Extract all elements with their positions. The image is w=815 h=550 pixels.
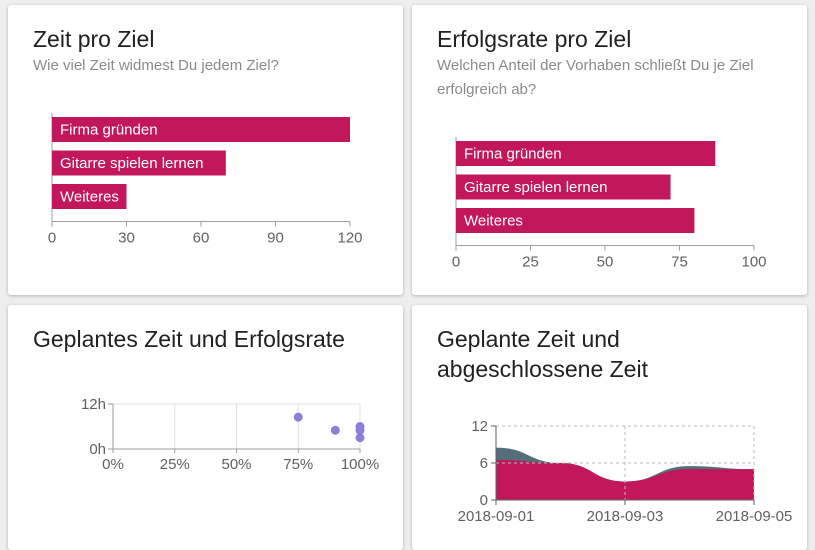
x-tick-label: 60 <box>193 230 210 247</box>
area-series <box>496 459 754 500</box>
x-tick-label: 2018-09-05 <box>716 508 793 525</box>
x-tick-label: 100% <box>341 456 379 473</box>
bar <box>456 208 695 233</box>
x-tick-label: 0 <box>452 254 460 271</box>
x-tick-label: 75% <box>283 456 313 473</box>
x-tick-label: 30 <box>118 230 135 247</box>
bar <box>52 184 127 209</box>
x-tick-label: 50 <box>597 254 614 271</box>
x-tick-label: 25 <box>522 254 539 271</box>
x-tick-label: 120 <box>337 230 362 247</box>
card-subtitle: Welchen Anteil der Vorhaben schließt Du … <box>437 57 754 98</box>
card-title: Geplantes Zeit und Erfolgsrate <box>33 326 345 352</box>
card-title: Geplante Zeit und abgeschlossene Zeit <box>437 326 648 382</box>
scatter-point <box>355 433 365 443</box>
card-title: Erfolgsrate pro Ziel <box>437 26 632 52</box>
bar <box>52 150 226 176</box>
card-planned-time-success: Geplantes Zeit und Erfolgsrate 0% 25% 50% 7… <box>8 305 403 550</box>
bar <box>52 117 350 142</box>
card-title: Zeit pro Ziel <box>33 26 155 52</box>
planned-vs-completed-chart: 0 6 12 2018-09-01 2018-09-03 2018-09-05 <box>458 418 793 525</box>
y-tick-label: 0h <box>89 441 106 458</box>
card-planned-vs-completed: Geplante Zeit und abgeschlossene Zeit 0 6… <box>412 305 807 550</box>
scatter-point <box>293 412 303 422</box>
x-tick-label: 0% <box>102 456 124 473</box>
time-per-goal-chart: Firma gründen Gitarre spielen lernen Weite… <box>48 113 363 247</box>
y-tick-label: 6 <box>480 455 488 472</box>
bar-label: Weiteres <box>60 189 119 206</box>
card-subtitle: Wie viel Zeit widmest Du jedem Ziel? <box>33 57 279 74</box>
x-tick-label: 25% <box>160 456 190 473</box>
x-tick-label: 0 <box>48 230 56 247</box>
bar-label: Firma gründen <box>60 122 158 139</box>
bar <box>456 141 716 166</box>
card-success-rate: Erfolgsrate pro Ziel Welchen Anteil der … <box>412 5 807 295</box>
x-tick-label: 75 <box>671 254 688 271</box>
scatter-point <box>355 425 365 435</box>
y-tick-label: 12h <box>81 396 106 413</box>
y-tick-label: 0 <box>480 492 488 509</box>
x-tick-label: 2018-09-01 <box>458 508 535 525</box>
planned-time-success-chart: 0% 25% 50% 75% 100% 12h 0h <box>81 396 379 473</box>
x-tick-label: 50% <box>221 456 251 473</box>
card-time-per-goal: Zeit pro Ziel Wie viel Zeit widmest Du j… <box>8 5 403 295</box>
bar-label: Gitarre spielen lernen <box>60 155 203 172</box>
bar <box>456 174 671 200</box>
bar-label: Gitarre spielen lernen <box>464 179 607 196</box>
x-tick-label: 2018-09-03 <box>587 508 664 525</box>
x-tick-label: 90 <box>267 230 284 247</box>
y-tick-label: 12 <box>471 418 488 435</box>
success-rate-chart: Firma gründen Gitarre spielen lernen Weite… <box>452 137 767 271</box>
bar-label: Weiteres <box>464 213 523 230</box>
x-tick-label: 100 <box>741 254 766 271</box>
scatter-point <box>330 425 340 435</box>
bar-label: Firma gründen <box>464 146 562 163</box>
